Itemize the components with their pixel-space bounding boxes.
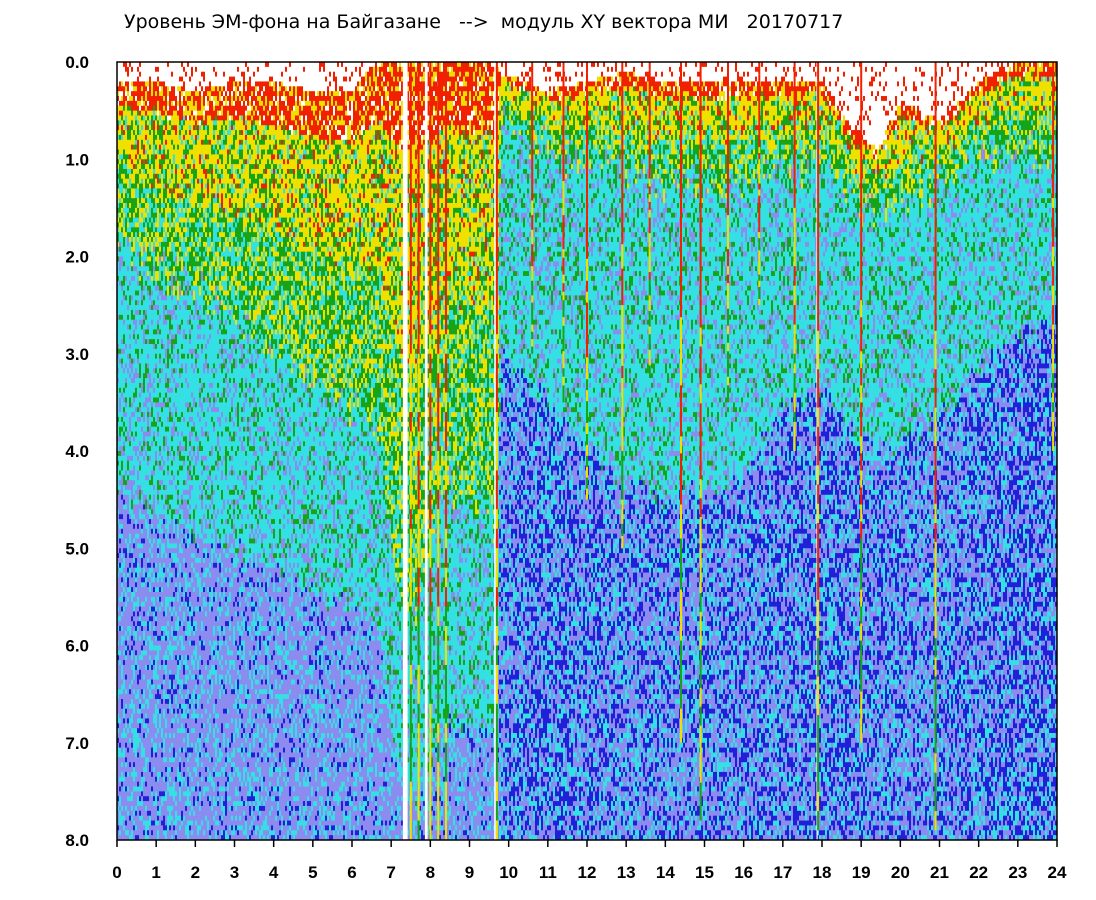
chart-title: Уровень ЭМ-фона на Байгазане --> модуль … (124, 11, 843, 33)
plot-area (117, 62, 1057, 840)
